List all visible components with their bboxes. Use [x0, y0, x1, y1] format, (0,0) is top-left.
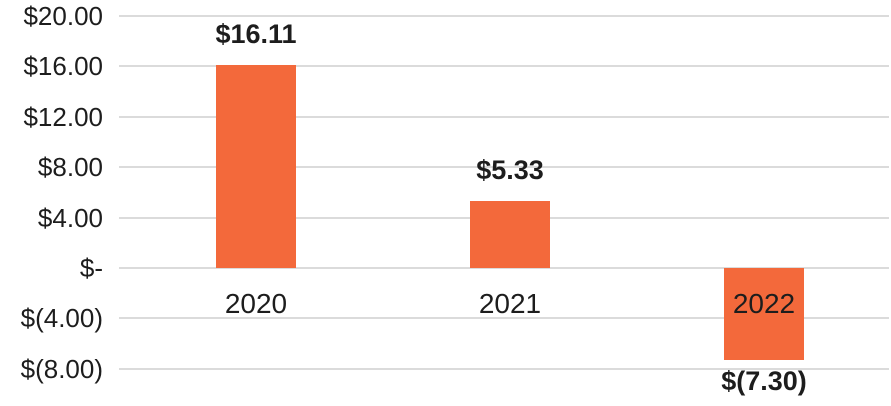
y-gridline [119, 368, 889, 370]
y-gridline [119, 317, 889, 319]
bar-data-label: $5.33 [476, 155, 544, 185]
y-axis-tick-label: $8.00 [37, 152, 103, 182]
y-gridline [119, 166, 889, 168]
x-axis-category-label: 2022 [732, 288, 796, 319]
y-axis-tick-label: $(4.00) [20, 303, 103, 333]
x-axis-category-label: 2020 [224, 288, 288, 319]
y-gridline [119, 267, 889, 269]
y-axis-tick-label: $- [79, 253, 103, 283]
y-axis-tick-label: $20.00 [23, 1, 103, 31]
y-axis-tick-label: $4.00 [37, 203, 103, 233]
y-gridline [119, 15, 889, 17]
bar-2021 [470, 201, 550, 268]
y-axis-tick-label: $16.00 [23, 51, 103, 81]
y-gridline [119, 65, 889, 67]
bar-data-label: $(7.30) [721, 366, 807, 396]
bar-2022 [724, 268, 804, 360]
x-axis-category-label: 2021 [478, 288, 542, 319]
y-axis-tick-label: $(8.00) [20, 354, 103, 384]
bar-data-label: $16.11 [215, 19, 297, 49]
y-axis-tick-label: $12.00 [23, 102, 103, 132]
y-gridline [119, 116, 889, 118]
bar-2020 [216, 65, 296, 268]
